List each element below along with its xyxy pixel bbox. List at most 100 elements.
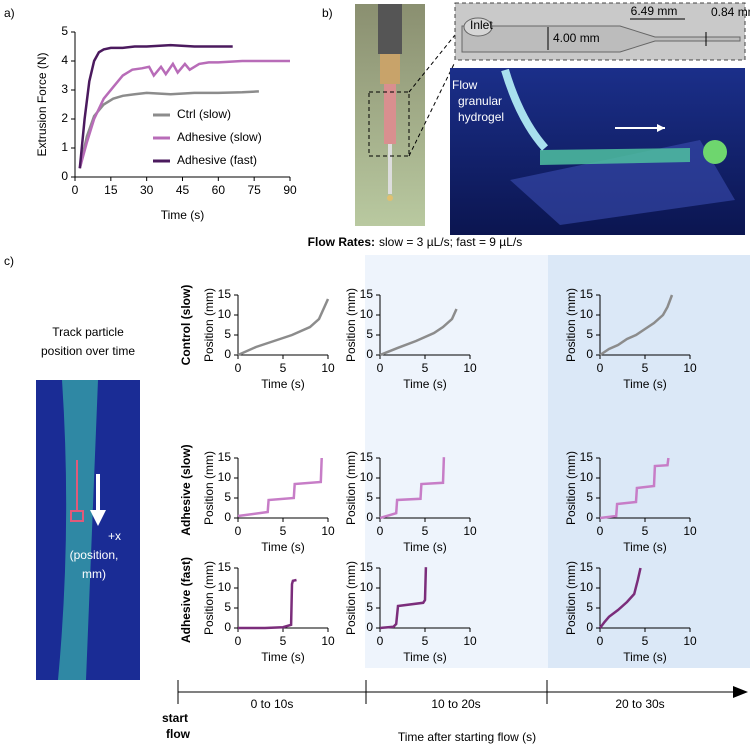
y-axis-label: Position (mm) (564, 288, 578, 362)
syringe-photo (355, 4, 456, 226)
y-tick-label: 10 (580, 580, 594, 594)
legend-label: Ctrl (slow) (177, 107, 231, 121)
x-tick-label: 5 (422, 524, 429, 538)
timeline-segment: 10 to 20s (431, 697, 480, 711)
data-line (238, 578, 297, 630)
y-tick-label: 5 (586, 327, 593, 341)
x-axis-label: Time (s) (623, 650, 667, 664)
data-line (599, 567, 642, 629)
x-tick-label: 0 (72, 183, 79, 197)
x-tick-label: 10 (321, 361, 335, 375)
y-tick-label: 0 (586, 347, 593, 361)
y-axis-label: Position (mm) (564, 451, 578, 525)
data-line (379, 457, 446, 520)
data-line (379, 567, 428, 630)
track-axis-label: (position, (70, 548, 119, 562)
x-tick-label: 0 (235, 634, 242, 648)
x-tick-label: 5 (280, 634, 287, 648)
y-tick-label: 10 (360, 470, 374, 484)
y-tick-label: 15 (360, 450, 374, 464)
y-tick-label: 0 (366, 620, 373, 634)
y-tick-label: 5 (586, 490, 593, 504)
y-tick-label: 5 (586, 600, 593, 614)
timeline-arrow (733, 686, 748, 698)
x-tick-label: 5 (280, 361, 287, 375)
x-tick-label: 10 (683, 634, 697, 648)
timeline-segment: 0 to 10s (251, 697, 294, 711)
x-tick-label: 10 (683, 361, 697, 375)
flow-rates-label: Flow Rates: (308, 235, 375, 249)
x-tick-label: 30 (140, 183, 154, 197)
row-label: Adhesive (slow) (179, 444, 193, 535)
track-axis-label: mm) (82, 567, 106, 581)
x-axis-label: Time (s) (261, 540, 305, 554)
device-photo (450, 68, 745, 235)
x-axis-label: Time (s) (403, 650, 447, 664)
y-axis-label: Position (mm) (344, 561, 358, 635)
x-axis-label: Time (s) (623, 540, 667, 554)
y-tick-label: 5 (366, 600, 373, 614)
y-tick-label: 10 (580, 307, 594, 321)
x-tick-label: 60 (212, 183, 226, 197)
y-axis-label: Position (mm) (344, 451, 358, 525)
legend-label: Adhesive (slow) (177, 130, 262, 144)
photo-label: Flow (452, 78, 478, 92)
x-tick-label: 0 (597, 634, 604, 648)
x-tick-label: 10 (463, 634, 477, 648)
y-tick-label: 3 (61, 82, 68, 96)
y-tick-label: 0 (224, 510, 231, 524)
schematic-label: 4.00 mm (553, 31, 600, 45)
y-tick-label: 10 (360, 307, 374, 321)
x-axis-label: Time (s) (261, 650, 305, 664)
y-tick-label: 15 (580, 450, 594, 464)
track-photo (36, 380, 140, 680)
y-tick-label: 10 (360, 580, 374, 594)
y-tick-label: 0 (366, 510, 373, 524)
schematic-label: 0.84 mm (711, 5, 750, 19)
timeline-segment: 20 to 30s (615, 697, 664, 711)
data-line (379, 308, 458, 357)
track-title: position over time (41, 344, 135, 358)
x-tick-label: 5 (642, 361, 649, 375)
x-tick-label: 0 (235, 524, 242, 538)
y-tick-label: 10 (218, 307, 232, 321)
timeline-start: start (162, 711, 188, 725)
x-tick-label: 75 (247, 183, 261, 197)
data-line (237, 298, 330, 357)
x-tick-label: 10 (683, 524, 697, 538)
photo-label: granular (458, 94, 502, 108)
y-axis-label: Position (mm) (564, 561, 578, 635)
data-line (78, 59, 290, 169)
photo-label: hydrogel (458, 110, 504, 124)
x-tick-label: 10 (321, 634, 335, 648)
panel-label: c) (4, 254, 14, 268)
y-axis-label: Position (mm) (202, 288, 216, 362)
x-tick-label: 45 (176, 183, 190, 197)
x-tick-label: 0 (235, 361, 242, 375)
y-tick-label: 15 (580, 287, 594, 301)
flow-rates-text: slow = 3 µL/s; fast = 9 µL/s (379, 235, 522, 249)
y-tick-label: 1 (61, 140, 68, 154)
y-tick-label: 10 (218, 470, 232, 484)
x-tick-label: 5 (422, 634, 429, 648)
x-axis-label: Time (s) (623, 377, 667, 391)
x-tick-label: 10 (463, 361, 477, 375)
row-label: Adhesive (fast) (179, 557, 193, 643)
y-tick-label: 15 (218, 560, 232, 574)
panel-label: b) (322, 6, 333, 20)
data-line (599, 457, 670, 520)
data-line (78, 43, 233, 169)
x-tick-label: 0 (377, 524, 384, 538)
x-tick-label: 0 (597, 361, 604, 375)
y-tick-label: 0 (586, 510, 593, 524)
y-tick-label: 2 (61, 111, 68, 125)
x-tick-label: 5 (280, 524, 287, 538)
y-tick-label: 4 (61, 53, 68, 67)
y-tick-label: 5 (61, 24, 68, 38)
y-tick-label: 5 (224, 327, 231, 341)
timeline-label: Time after starting flow (s) (398, 730, 536, 744)
legend-label: Adhesive (fast) (177, 153, 257, 167)
x-tick-label: 10 (321, 524, 335, 538)
x-tick-label: 90 (283, 183, 297, 197)
